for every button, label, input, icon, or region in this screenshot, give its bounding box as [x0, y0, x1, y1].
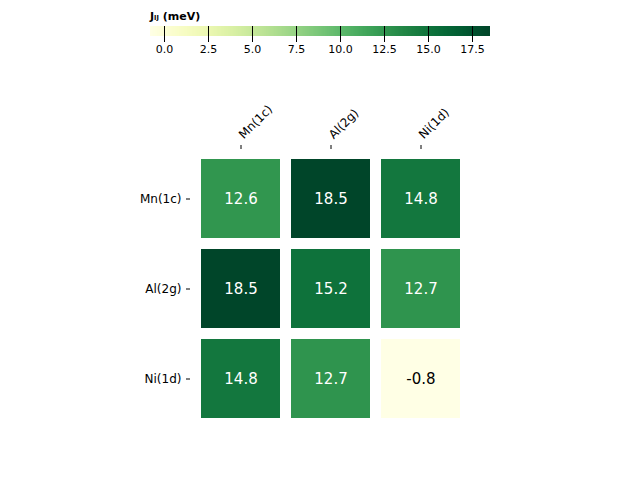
svg-text:Mn(1c): Mn(1c): [236, 102, 275, 141]
svg-text:17.5: 17.5: [460, 43, 485, 56]
svg-text:15.0: 15.0: [416, 43, 441, 56]
svg-text:18.5: 18.5: [224, 280, 257, 298]
svg-text:2.5: 2.5: [200, 43, 218, 56]
svg-text:14.8: 14.8: [224, 370, 257, 388]
svg-text:12.5: 12.5: [372, 43, 397, 56]
svg-text:Mn(1c): Mn(1c): [140, 192, 182, 206]
svg-text:12.6: 12.6: [224, 190, 257, 208]
svg-text:5.0: 5.0: [244, 43, 262, 56]
svg-text:15.2: 15.2: [314, 280, 347, 298]
svg-text:Al(2g): Al(2g): [145, 282, 181, 296]
svg-text:Ni(1d): Ni(1d): [416, 105, 452, 141]
svg-text:12.7: 12.7: [314, 370, 347, 388]
svg-text:-0.8: -0.8: [406, 370, 435, 388]
svg-text:0.0: 0.0: [156, 43, 174, 56]
svg-text:Al(2g): Al(2g): [326, 106, 361, 141]
svg-text:Ni(1d): Ni(1d): [145, 372, 182, 386]
svg-text:10.0: 10.0: [328, 43, 353, 56]
svg-text:Jᵢⱼ (meV): Jᵢⱼ (meV): [149, 10, 200, 23]
svg-text:12.7: 12.7: [404, 280, 437, 298]
svg-text:7.5: 7.5: [288, 43, 306, 56]
svg-text:14.8: 14.8: [404, 190, 437, 208]
svg-text:18.5: 18.5: [314, 190, 347, 208]
